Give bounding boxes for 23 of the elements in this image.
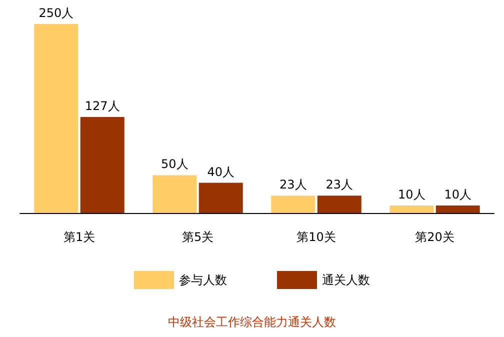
bar [390, 205, 434, 213]
data-label: 250人 [38, 6, 74, 20]
bar [198, 182, 243, 213]
data-label: 10人 [444, 187, 472, 202]
data-label: 23人 [280, 178, 307, 192]
bar [317, 196, 362, 213]
bar [271, 196, 316, 213]
legend-label: 参与人数 [179, 273, 227, 287]
x-tick-label: 第5关 [182, 230, 214, 244]
bar [436, 205, 480, 213]
bar [34, 24, 78, 213]
data-label: 40人 [207, 164, 234, 179]
data-label: 50人 [161, 157, 188, 172]
bar [80, 116, 124, 213]
x-tick-label: 第10关 [296, 230, 336, 244]
x-tick-label: 第1关 [63, 230, 96, 244]
bar [152, 175, 197, 213]
data-label: 23人 [326, 178, 353, 192]
text: 中级社会工作综合能力通关人数 [168, 315, 336, 329]
data-label: 10人 [398, 187, 426, 202]
x-tick-label: 第20关 [415, 230, 454, 244]
data-label: 127人 [84, 98, 120, 113]
legend-label: 通关人数 [322, 273, 370, 287]
